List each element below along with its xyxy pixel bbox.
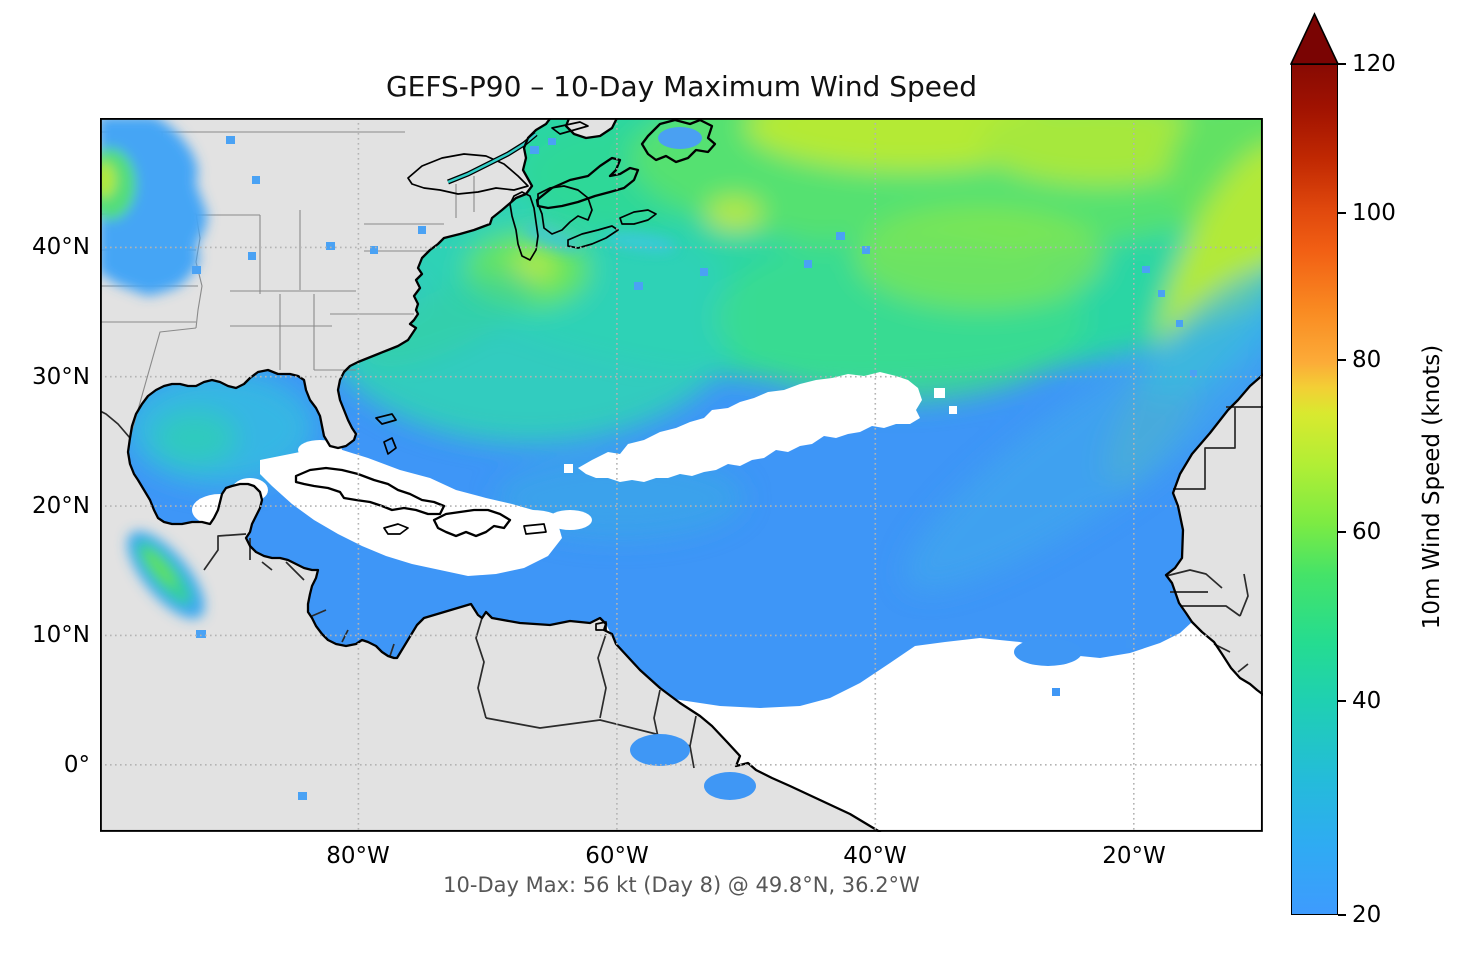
islands [294,118,717,631]
overland-wind-patches [100,118,1197,800]
colorbar-tick-mark [1338,359,1346,362]
plot-frame [100,118,1263,832]
island-bahamas [375,413,397,425]
island-hispaniola [432,508,512,538]
colorbar-tick-label: 20 [1352,902,1382,928]
y-tick-label: 0° [63,752,90,778]
colorbar-tick-mark [1338,913,1346,917]
colorbar-tick-mark [1338,700,1346,703]
colorbar-gradient [1291,64,1338,915]
x-tick-label: 60°W [585,843,649,869]
great-lakes [407,153,657,261]
island-puerto-rico [523,523,547,535]
y-tick-label: 20°N [32,493,90,519]
colorbar-tick-label: 60 [1352,519,1382,546]
colorbar-tick-label: 40 [1352,688,1382,715]
coastlines [126,118,1263,832]
colorbar-tick-mark [1338,211,1346,214]
colorbar-tick-label: 80 [1352,347,1382,374]
colorbar-extend-arrow [1290,12,1339,65]
x-tick-label: 80°W [326,843,390,869]
atlantic-wind-map [100,118,1263,832]
x-tick-label: 40°W [843,843,907,869]
colorbar-tick-mark [1338,62,1346,66]
colorbar-axis-label: 10m Wind Speed (knots) [1419,344,1445,630]
land-americas [100,118,880,832]
y-tick-label: 30°N [32,364,90,390]
gridlines [100,118,1263,832]
x-tick-label: 20°W [1102,843,1166,869]
scattered-wind-specks [192,136,1197,800]
island-cuba [294,466,446,516]
max-annotation-caption: 10-Day Max: 56 kt (Day 8) @ 49.8°N, 36.2… [443,873,920,897]
colorbar-tick-label: 120 [1352,51,1396,77]
colorbar-tick-label: 100 [1352,199,1396,226]
colorbar-tick-mark [1338,530,1346,534]
map-plot [100,118,1263,832]
y-tick-label: 10°N [32,622,90,648]
plot-title: GEFS-P90 – 10-Day Maximum Wind Speed [385,70,978,103]
island-jamaica [383,523,409,535]
y-tick-label: 40°N [32,234,90,260]
